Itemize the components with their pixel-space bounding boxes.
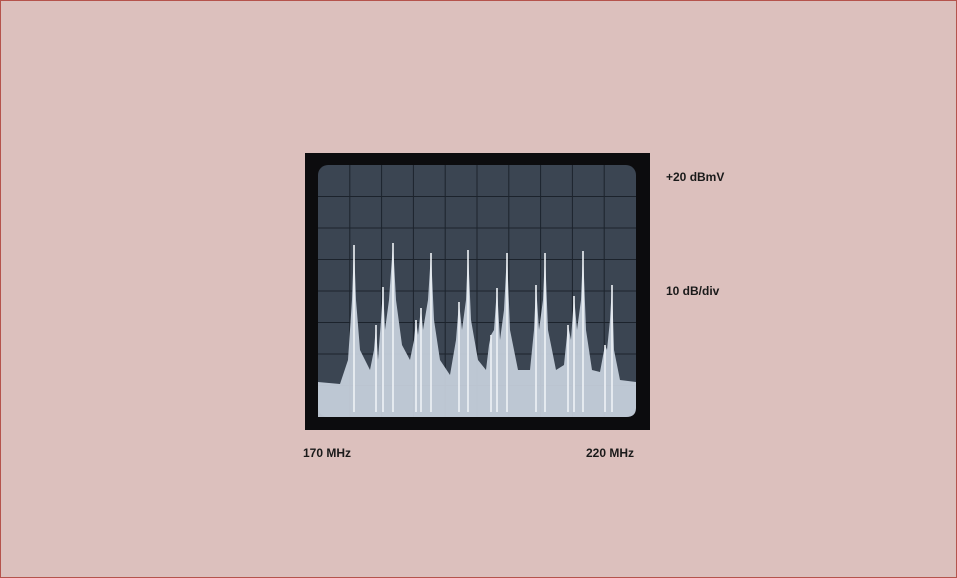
start-frequency-label: 170 MHz	[303, 446, 352, 460]
reference-level-label: +20 dBmV	[666, 170, 725, 184]
spectrum-trace	[318, 243, 636, 417]
stop-frequency-label: 220 MHz	[586, 446, 635, 460]
scale-label: 10 dB/div	[666, 284, 720, 298]
carrier-peaks	[353, 243, 613, 412]
